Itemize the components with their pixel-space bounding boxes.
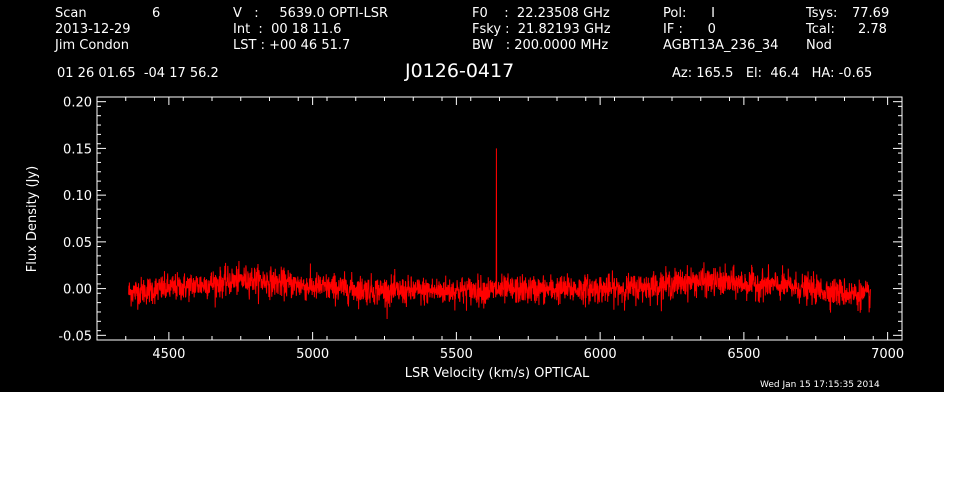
x-tick-label: 5500 — [440, 347, 473, 362]
plot-panel: Scan 6 V : 5639.0 OPTI-LSR F0 : 22.23508… — [0, 0, 944, 392]
plot-timestamp: Wed Jan 15 17:15:35 2014 — [760, 380, 880, 390]
source-coordinates: 01 26 01.65 -04 17 56.2 — [57, 66, 219, 81]
tsys-value: 77.69 — [852, 6, 890, 21]
spectrum-trace-layer — [128, 148, 871, 319]
spectrum-line — [128, 148, 871, 319]
x-tick-label: 4500 — [152, 347, 185, 362]
project-id: AGBT13A_236_34 — [663, 38, 779, 53]
plot-frame — [96, 96, 903, 341]
source-name: J0126-0417 — [405, 60, 515, 82]
y-tick-label: -0.05 — [58, 329, 92, 344]
rest-frequency-text: F0 : 22.23508 GHz — [472, 6, 610, 21]
if-text: IF : 0 — [663, 22, 716, 37]
velocity-text: V : 5639.0 OPTI-LSR — [233, 6, 389, 21]
tcal-label: Tcal: — [806, 22, 835, 37]
tcal-value: 2.78 — [858, 22, 887, 37]
x-tick-label: 6000 — [584, 347, 617, 362]
integration-text: Int : 00 18 11.6 — [233, 22, 342, 37]
x-tick-label: 5000 — [296, 347, 329, 362]
bandwidth-text: BW : 200.0000 MHz — [472, 38, 609, 53]
tsys-label: Tsys: — [806, 6, 838, 21]
y-tick-label: 0.15 — [63, 142, 92, 157]
y-axis-label: Flux Density (Jy) — [25, 166, 40, 272]
procedure-name: Nod — [806, 38, 832, 53]
y-tick-label: 0.10 — [63, 189, 92, 204]
lst-text: LST : +00 46 51.7 — [233, 38, 351, 53]
y-tick-label: 0.20 — [63, 96, 92, 111]
scan-value: 6 — [152, 6, 161, 21]
x-tick-label: 7000 — [871, 347, 904, 362]
observer-name: Jim Condon — [55, 38, 129, 53]
chart-axes: 4500 5000 5500 6000 6500 7000 -0.05 0.00 0.05 0.1… — [58, 96, 904, 362]
observation-date: 2013-12-29 — [55, 22, 131, 37]
spectrum-chart: 4500 5000 5500 6000 6500 7000 -0.05 0.00 0.05 0.1… — [25, 96, 904, 381]
y-tick-label: 0.00 — [63, 283, 92, 298]
sky-frequency-text: Fsky : 21.82193 GHz — [472, 22, 611, 37]
x-axis-label: LSR Velocity (km/s) OPTICAL — [405, 366, 590, 381]
scan-label: Scan — [55, 6, 87, 21]
y-tick-label: 0.05 — [63, 236, 92, 251]
polarization-text: Pol: I — [663, 6, 715, 21]
az-el-ha-text: Az: 165.5 El: 46.4 HA: -0.65 — [672, 66, 873, 81]
x-tick-label: 6500 — [727, 347, 760, 362]
